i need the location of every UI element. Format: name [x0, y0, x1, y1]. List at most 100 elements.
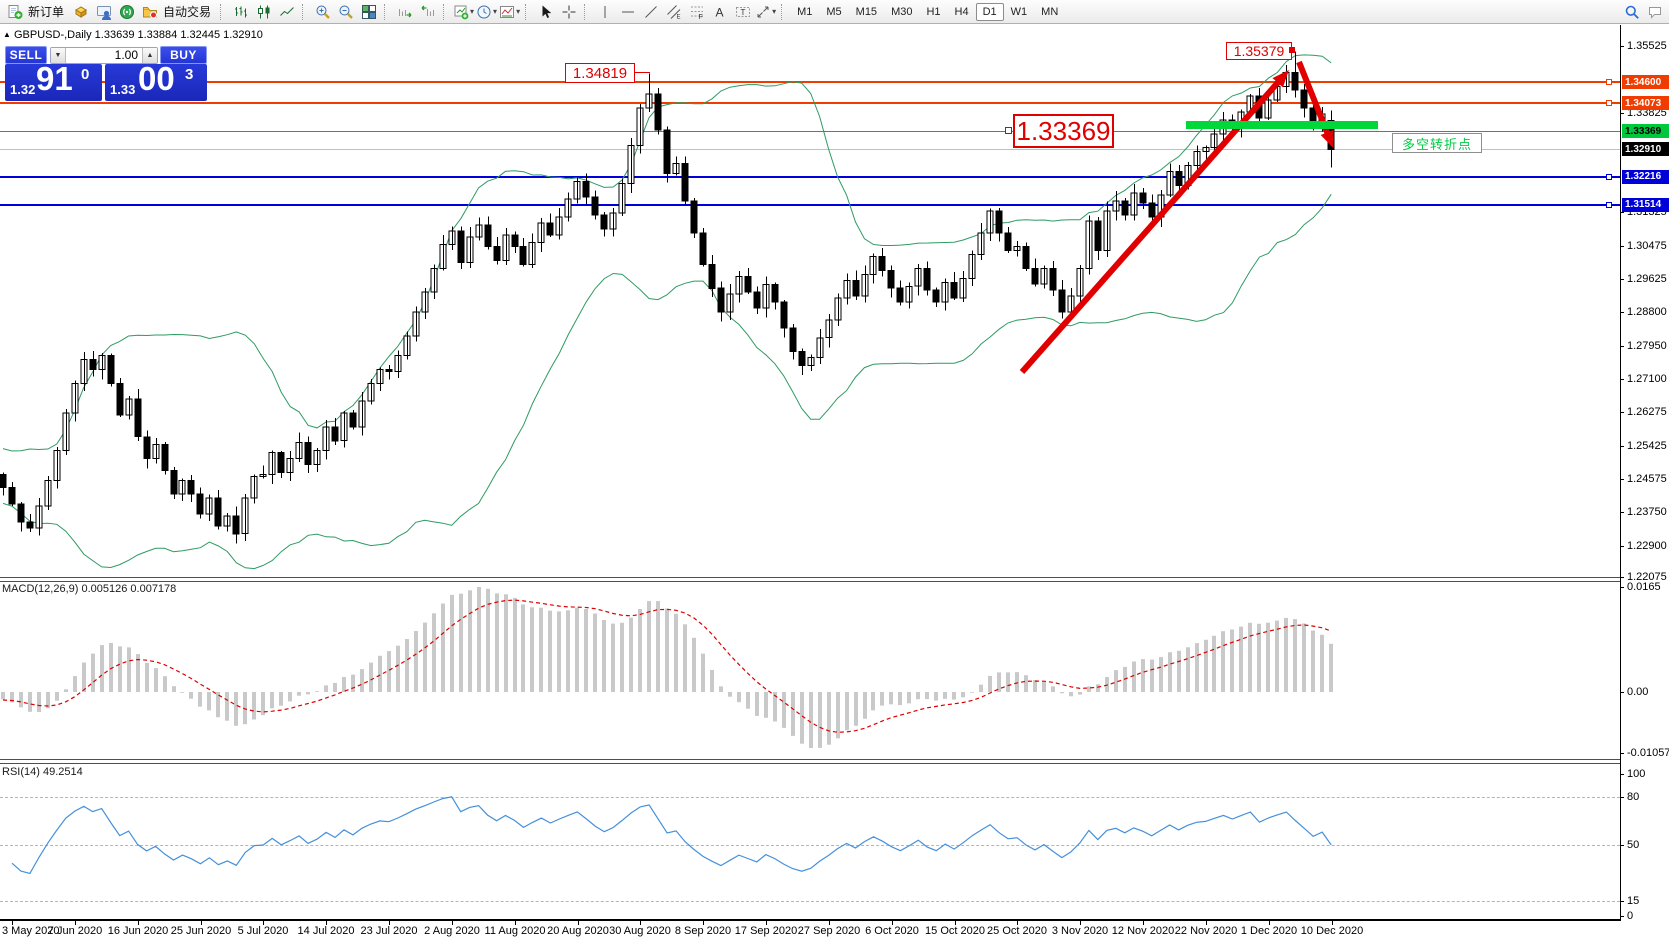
symbol-header: GBPUSD-,Daily 1.33639 1.33884 1.32445 1.… [14, 29, 263, 41]
buy-button-label: BUY [170, 48, 197, 62]
text-icon[interactable]: A [708, 1, 731, 22]
chevron-down-icon: ▾ [470, 7, 475, 16]
period-clock-icon[interactable]: ▾ [475, 1, 498, 22]
indicators-icon[interactable]: ▾ [498, 1, 521, 22]
rsi-level-line [0, 797, 1620, 798]
sell-button[interactable]: SELL [5, 46, 47, 64]
price-level-line[interactable] [0, 130, 1620, 132]
level-handle[interactable] [1606, 173, 1612, 180]
toolbar-grip [302, 3, 307, 20]
price-level-line[interactable] [0, 102, 1620, 105]
timeframe-button-m15[interactable]: M15 [855, 5, 878, 18]
date-label: 14 Jul 2020 [297, 925, 355, 937]
sell-price-cell[interactable]: 1.32 91 0 [5, 60, 102, 101]
signal-icon[interactable] [115, 1, 138, 22]
buy-button[interactable]: BUY [160, 46, 207, 64]
timeframe-button-h4[interactable]: H4 [954, 5, 969, 18]
timeframe-button-mn[interactable]: MN [1041, 5, 1059, 18]
search-icon[interactable] [1620, 1, 1643, 22]
autotrade-label[interactable]: 自动交易 [163, 5, 212, 19]
new-order-label[interactable]: 新订单 [28, 5, 65, 19]
trendline-icon[interactable] [639, 1, 662, 22]
date-axis-tick [1332, 921, 1333, 925]
arrows-icon[interactable]: ▾ [754, 1, 777, 22]
price-badge: 1.31514 [1622, 197, 1669, 212]
level-handle[interactable] [1606, 100, 1612, 107]
svg-text:A: A [715, 5, 723, 19]
buy-price-cell[interactable]: 1.33 00 3 [105, 60, 207, 101]
date-axis-tick [640, 921, 641, 925]
date-label: 10 Dec 2020 [1300, 925, 1364, 937]
trend-arrows[interactable] [1019, 60, 1334, 374]
price-annotation-dec-high[interactable]: 1.35379 [1226, 42, 1292, 60]
macd-label: MACD(12,26,9) 0.005126 0.007178 [2, 583, 177, 595]
sell-price-big: 91 [36, 60, 73, 97]
level-handle[interactable] [1606, 79, 1612, 86]
channel-icon[interactable]: E [662, 1, 685, 22]
price-axis-tick [1620, 545, 1624, 547]
text-label-icon[interactable]: T [731, 1, 754, 22]
chevron-down-icon: ▾ [493, 7, 498, 16]
timeframe-button-m1[interactable]: M1 [797, 5, 813, 18]
chart-line-icon[interactable] [275, 1, 298, 22]
level-handle[interactable] [1606, 201, 1612, 208]
horizontal-line-icon[interactable] [616, 1, 639, 22]
pivot-note-text: 多空转折点 [1401, 136, 1472, 152]
price-annotation-pivot[interactable]: 1.33369 [1013, 114, 1114, 148]
date-label: 3 Nov 2020 [1051, 925, 1109, 937]
zoom-out-icon[interactable] [334, 1, 357, 22]
date-label: 6 Oct 2020 [865, 925, 919, 937]
chart-shift-icon[interactable] [416, 1, 439, 22]
new-order-button[interactable] [3, 1, 26, 22]
pane-separator[interactable] [0, 577, 1620, 582]
zoom-in-icon[interactable] [311, 1, 334, 22]
chart-bars-icon[interactable] [229, 1, 252, 22]
autotrade-button[interactable] [138, 1, 161, 22]
date-label: 11 Aug 2020 [484, 925, 546, 937]
pivot-level-bar[interactable] [1186, 121, 1378, 129]
timeframe-button-m5[interactable]: M5 [826, 5, 842, 18]
symbol-marker-icon: ▲ [3, 30, 11, 39]
rsi-axis-label: 15 [1627, 895, 1640, 907]
timeframe-button-h1[interactable]: H1 [926, 5, 941, 18]
volume-value[interactable]: 1.00 [114, 48, 138, 62]
price-axis-label: 1.25425 [1627, 439, 1667, 452]
price-level-line[interactable] [0, 148, 1620, 150]
fibonacci-icon[interactable]: F [685, 1, 708, 22]
rsi-label: RSI(14) 49.2514 [2, 766, 83, 778]
toolbar-grip [584, 3, 589, 20]
date-label: 5 Jul 2020 [237, 925, 289, 937]
buy-price-big: 00 [138, 60, 175, 97]
profile-icon[interactable] [92, 1, 115, 22]
cursor-icon[interactable] [534, 1, 557, 22]
chat-icon[interactable] [1643, 1, 1666, 22]
pivot-note-box[interactable]: 多空转折点 [1392, 133, 1482, 153]
chart-candles-icon[interactable] [252, 1, 275, 22]
macd-axis-label: 0.0165 [1627, 581, 1661, 593]
price-badge: 1.34600 [1622, 75, 1669, 90]
price-level-line[interactable] [0, 81, 1620, 84]
date-axis-tick [263, 921, 264, 925]
auto-scroll-icon[interactable] [393, 1, 416, 22]
rsi-plot [11, 796, 1332, 875]
new-chart-icon[interactable]: ▾ [452, 1, 475, 22]
price-axis-label: 1.30475 [1627, 239, 1667, 252]
crosshair-icon[interactable] [557, 1, 580, 22]
price-axis-tick [1620, 279, 1624, 281]
timeframe-button-m30[interactable]: M30 [891, 5, 913, 18]
date-axis-tick [1269, 921, 1270, 925]
price-level-line[interactable] [0, 175, 1620, 178]
timeframe-button-w1[interactable]: W1 [1010, 5, 1028, 18]
timeframe-button-d1[interactable]: D1 [975, 2, 1004, 21]
date-label: 22 Nov 2020 [1174, 925, 1238, 937]
price-level-line[interactable] [0, 203, 1620, 206]
price-annotation-sep-high[interactable]: 1.34819 [565, 63, 635, 83]
pane-separator[interactable] [0, 759, 1620, 764]
volume-down-button[interactable]: ▼ [51, 48, 66, 63]
volume-up-button[interactable]: ▲ [142, 48, 157, 63]
price-axis-label: 1.27100 [1627, 373, 1667, 386]
box-icon[interactable] [69, 1, 92, 22]
tile-windows-icon[interactable] [357, 1, 380, 22]
vertical-line-icon[interactable] [593, 1, 616, 22]
